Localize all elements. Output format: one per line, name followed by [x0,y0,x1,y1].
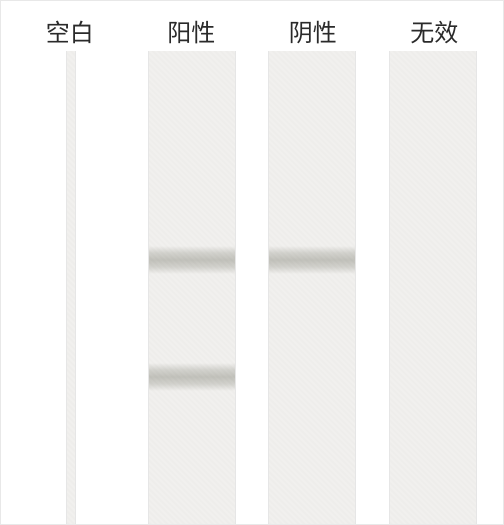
strip-texture [269,51,355,524]
test-strip-diagram: 空白 阳性 阴性 无效 [0,0,504,525]
strip-blank [66,51,76,524]
control-line-band [269,246,355,274]
label-invalid: 无效 [374,13,496,48]
strip-column-invalid [373,51,494,524]
strip-negative [268,51,356,524]
strip-positive [148,51,236,524]
column-labels-row: 空白 阳性 阴性 无效 [1,1,503,56]
control-line-band [149,246,235,274]
test-line-band [149,363,235,391]
strip-column-negative [252,51,373,524]
strip-column-blank [11,51,132,524]
strip-column-positive [132,51,253,524]
strip-texture [67,51,75,524]
label-negative: 阴性 [252,13,374,48]
strip-invalid [389,51,477,524]
label-blank: 空白 [9,13,131,48]
strip-texture [149,51,235,524]
strip-texture [390,51,476,524]
label-positive: 阳性 [131,13,253,48]
strips-area [1,51,503,524]
